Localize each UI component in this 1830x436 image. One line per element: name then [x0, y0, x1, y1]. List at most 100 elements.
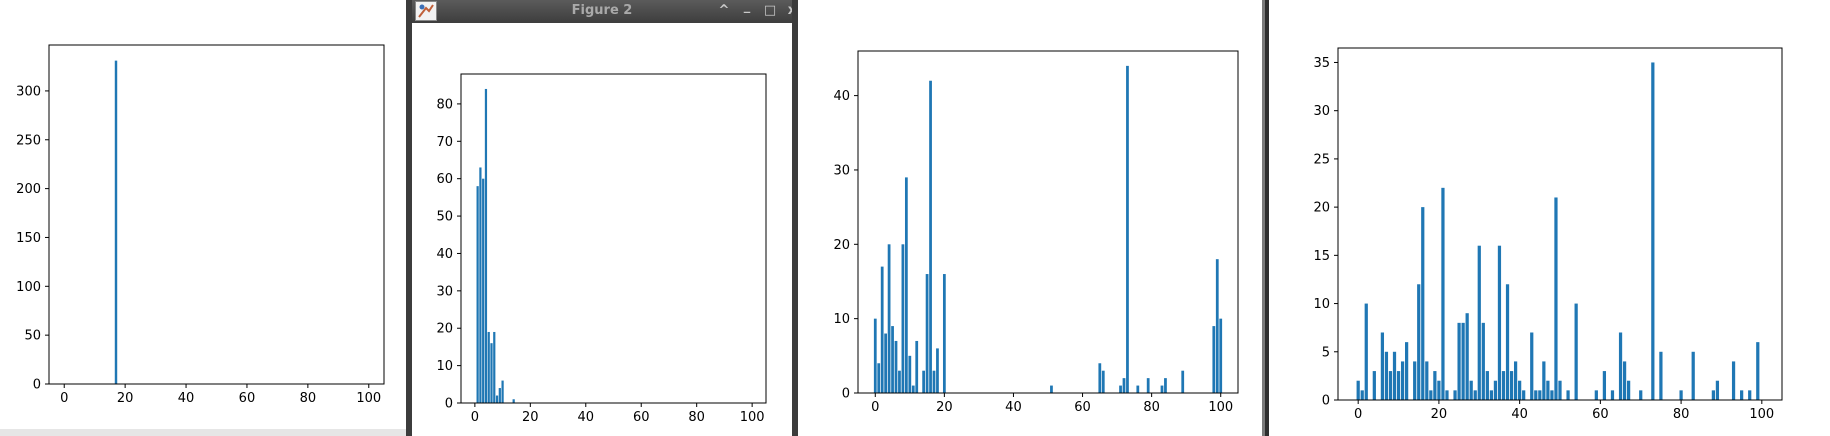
chart-bar: [1417, 284, 1421, 400]
window-title: Figure 2: [571, 3, 633, 18]
chart-bar: [1119, 385, 1122, 393]
chart-bar: [1461, 322, 1465, 400]
y-tick-label: 40: [436, 247, 453, 262]
chart-bar: [1388, 371, 1393, 400]
chart-bar: [1364, 303, 1368, 400]
chart-bar: [873, 318, 877, 393]
y-tick-label: 200: [16, 182, 41, 197]
y-tick-label: 20: [436, 322, 453, 337]
chart-bar: [911, 385, 915, 393]
x-tick-label: 100: [1749, 407, 1774, 422]
chart-bar: [1453, 390, 1457, 400]
chart-bar: [1691, 351, 1695, 400]
chart-bar: [1421, 207, 1425, 400]
chart-bar: [894, 340, 898, 393]
x-tick-label: 80: [1673, 407, 1690, 422]
chart-bar: [877, 363, 881, 393]
maximize-arrow-button[interactable]: ^: [718, 3, 730, 18]
chart-bar: [1602, 371, 1607, 400]
chart-bar: [1425, 361, 1429, 400]
chart-bar: [501, 380, 504, 403]
chart-bar: [880, 266, 884, 393]
y-tick-label: 0: [1322, 394, 1330, 409]
x-tick-label: 60: [239, 391, 256, 406]
window-divider-2: [792, 0, 798, 436]
y-tick-label: 0: [842, 387, 850, 402]
chart-bar: [1146, 378, 1150, 393]
chart-bar: [1509, 371, 1514, 400]
chart-bar: [493, 331, 496, 403]
x-tick-label: 80: [688, 410, 705, 425]
x-tick-label: 40: [178, 391, 195, 406]
chart-bar: [1546, 380, 1550, 400]
x-tick-label: 100: [1208, 400, 1233, 415]
y-tick-label: 10: [436, 359, 453, 374]
chart-bar: [1594, 390, 1598, 400]
chart-bar: [1651, 62, 1655, 400]
y-tick-label: 20: [1313, 201, 1330, 216]
chart-bar: [1756, 342, 1760, 400]
chart-bar: [1485, 371, 1489, 400]
chart-bar: [1659, 351, 1663, 400]
close-button[interactable]: x: [787, 3, 792, 18]
window-divider-4: [1265, 0, 1269, 436]
chart-bar: [1679, 390, 1683, 400]
y-tick-label: 300: [16, 84, 41, 99]
chart-bar: [1050, 385, 1053, 393]
chart-bar: [898, 370, 901, 393]
chart-bar: [936, 348, 939, 393]
bottom-scroll-strip[interactable]: [0, 429, 406, 436]
chart-bar: [901, 244, 905, 393]
chart-bar: [498, 388, 501, 403]
chart-bar: [891, 326, 894, 393]
y-tick-label: 35: [1313, 56, 1330, 71]
chart-bar: [1400, 361, 1405, 400]
chart-bar: [922, 370, 926, 393]
chart-bar: [1181, 370, 1185, 393]
chart-bar: [1219, 318, 1223, 393]
figure-app-icon: [415, 1, 437, 21]
chart-bar: [1534, 390, 1538, 400]
chart-bar: [1497, 245, 1502, 400]
window-titlebar[interactable]: Figure 2 ^ _ □ x: [412, 0, 792, 23]
x-tick-label: 40: [577, 410, 594, 425]
y-tick-label: 15: [1313, 249, 1330, 264]
restore-button[interactable]: □: [763, 3, 777, 18]
bar-chart-4: 0 20 40 60 80 100 0 5 10 15 20 25 30 35: [1313, 47, 1783, 422]
chart-bar: [1518, 380, 1522, 400]
y-tick-label: 5: [1322, 345, 1330, 360]
chart-bar: [1101, 370, 1105, 393]
chart-bar: [1489, 390, 1493, 400]
x-tick-label: 100: [356, 391, 381, 406]
figure-window-3: 0 20 40 60 80 100 0 10 20 30 40: [798, 0, 1270, 436]
y-tick-label: 20: [833, 238, 850, 253]
chart-bar: [1481, 322, 1485, 400]
chart-bar: [1711, 390, 1715, 400]
chart-bar: [904, 177, 908, 393]
x-tick-label: 80: [1143, 400, 1160, 415]
minimize-button[interactable]: _: [743, 0, 751, 14]
chart-bar: [1465, 313, 1469, 400]
chart-bar: [1748, 390, 1752, 400]
figure-window-1: 0 20 40 60 80 100 0 50 100 150 200 250 300: [0, 0, 418, 436]
chart-bar: [114, 60, 118, 384]
chart-bar: [1554, 197, 1558, 400]
x-tick-label: 0: [471, 410, 479, 425]
x-tick-label: 60: [1592, 407, 1609, 422]
chart-bar: [942, 274, 946, 393]
chart-bar: [1715, 380, 1720, 400]
x-tick-label: 0: [60, 391, 68, 406]
chart-bar: [495, 395, 499, 403]
bar-chart-1: 0 20 40 60 80 100 0 50 100 150 200 250 300: [16, 44, 385, 406]
chart-bar: [476, 186, 479, 403]
chart-bar: [1433, 371, 1437, 400]
chart-bar: [1740, 390, 1744, 400]
chart-bar: [1212, 326, 1216, 393]
bar-chart-2: 0 20 40 60 80 100 0 10 20 30 40 50 60 70 80: [436, 73, 767, 425]
chart-bar: [1215, 259, 1219, 393]
y-tick-label: 150: [16, 231, 41, 246]
x-tick-label: 20: [936, 400, 953, 415]
chart-bar: [1501, 371, 1506, 400]
chart-bar: [1437, 380, 1441, 400]
y-tick-label: 30: [833, 163, 850, 178]
